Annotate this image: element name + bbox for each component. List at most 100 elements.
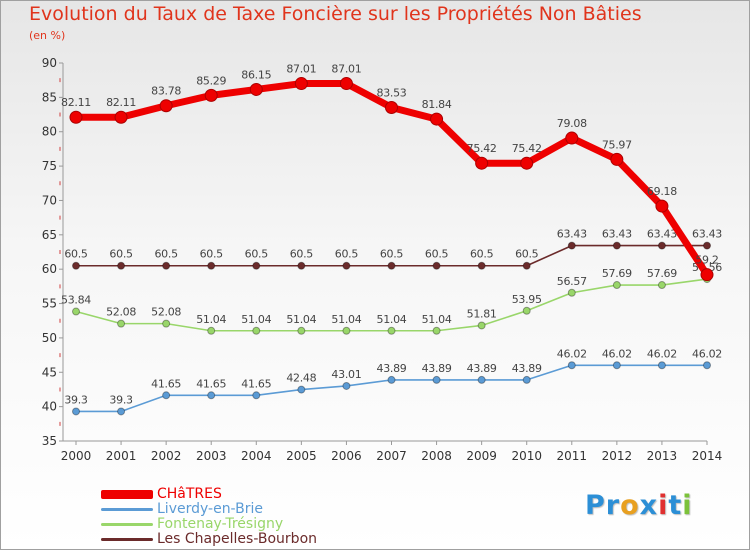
proxiti-logo: Proxiti (585, 490, 693, 521)
data-label: 51.04 (377, 313, 407, 326)
data-label: 43.89 (467, 362, 497, 375)
x-tick-label: 2012 (602, 449, 633, 463)
data-point (342, 326, 351, 335)
data-label: 43.89 (422, 362, 452, 375)
y-tick-label: 50 (42, 331, 57, 345)
data-label: 60.5 (425, 248, 449, 261)
legend-swatch (101, 508, 153, 511)
data-label: 75.42 (512, 142, 542, 155)
y-tick-label: 85 (42, 90, 57, 104)
data-point (477, 321, 486, 330)
data-point (114, 110, 128, 124)
legend-item: Les Chapelles-Bourbon (101, 532, 317, 547)
data-point (475, 156, 489, 170)
data-point (162, 319, 171, 328)
data-point (297, 261, 306, 270)
data-label: 51.04 (196, 313, 226, 326)
data-label: 53.84 (61, 294, 91, 307)
data-label: 56.57 (557, 275, 587, 288)
data-point (204, 88, 218, 102)
data-label: 51.81 (467, 307, 497, 320)
data-label: 51.04 (422, 313, 452, 326)
data-point (657, 361, 666, 370)
data-label: 63.43 (647, 228, 677, 241)
data-label: 39.3 (109, 393, 133, 406)
x-tick-label: 2010 (511, 449, 542, 463)
data-label: 59.2 (695, 254, 718, 267)
data-label: 79.08 (557, 117, 587, 130)
legend-item: CHâTRES (101, 487, 317, 502)
data-point (565, 131, 579, 145)
data-point (567, 241, 576, 250)
x-tick-label: 2006 (331, 449, 362, 463)
data-label: 60.5 (335, 248, 359, 261)
x-tick-label: 2013 (647, 449, 678, 463)
legend-swatch (101, 523, 153, 526)
data-label: 57.69 (602, 267, 632, 280)
data-label: 53.95 (512, 293, 542, 306)
x-tick-label: 2003 (196, 449, 227, 463)
data-label: 63.43 (602, 228, 632, 241)
data-point (567, 288, 576, 297)
y-tick-label: 55 (42, 297, 57, 311)
data-label: 43.01 (331, 368, 361, 381)
data-label: 51.04 (241, 313, 271, 326)
data-point (700, 268, 714, 282)
data-point (117, 407, 126, 416)
data-label: 83.78 (151, 85, 181, 98)
data-point (657, 281, 666, 290)
data-label: 85.29 (196, 74, 226, 87)
data-point (522, 306, 531, 315)
data-point (522, 261, 531, 270)
chart-unit: (en %) (29, 29, 66, 42)
data-label: 57.69 (647, 267, 677, 280)
data-label: 75.42 (467, 142, 497, 155)
data-label: 60.5 (109, 248, 133, 261)
logo-letter: Pr (585, 490, 621, 521)
data-point (477, 375, 486, 384)
x-tick-label: 2009 (466, 449, 497, 463)
x-tick-label: 2001 (106, 449, 137, 463)
data-point (522, 375, 531, 384)
data-point (69, 110, 83, 124)
data-point (207, 391, 216, 400)
chart-legend: CHâTRES Liverdy-en-Brie Fontenay-Trésigny L… (101, 487, 317, 547)
y-tick-label: 45 (42, 365, 57, 379)
data-label: 43.89 (512, 362, 542, 375)
data-label: 82.11 (106, 96, 136, 109)
y-tick-label: 40 (42, 400, 57, 414)
data-label: 83.53 (377, 86, 407, 99)
data-label: 60.5 (470, 248, 494, 261)
data-label: 69.18 (647, 185, 677, 198)
logo-letter: i (682, 490, 693, 521)
y-tick-label: 80 (42, 125, 57, 139)
y-tick-label: 90 (42, 56, 57, 70)
data-point (207, 261, 216, 270)
data-point (703, 241, 711, 250)
data-label: 60.5 (290, 248, 314, 261)
data-point (385, 100, 398, 114)
data-point (387, 326, 396, 335)
legend-label: Fontenay-Trésigny (157, 516, 284, 532)
legend-label: Liverdy-en-Brie (157, 501, 263, 517)
data-label: 42.48 (286, 372, 316, 385)
data-point (387, 261, 396, 270)
data-label: 46.02 (557, 347, 587, 360)
data-point (520, 156, 534, 170)
data-point (72, 307, 80, 316)
y-tick-label: 35 (42, 434, 57, 448)
data-label: 51.04 (331, 313, 361, 326)
chart-title: Evolution du Taux de Taxe Foncière sur l… (29, 3, 642, 25)
data-point (72, 261, 80, 270)
data-point (162, 261, 171, 270)
data-label: 60.5 (245, 248, 269, 261)
data-point (610, 152, 624, 166)
data-point (252, 261, 261, 270)
legend-label: Les Chapelles-Bourbon (157, 531, 318, 547)
x-tick-label: 2000 (61, 449, 92, 463)
data-label: 52.08 (151, 306, 181, 319)
data-point (207, 326, 216, 335)
x-tick-label: 2002 (151, 449, 182, 463)
data-point (612, 361, 621, 370)
data-point (342, 261, 351, 270)
